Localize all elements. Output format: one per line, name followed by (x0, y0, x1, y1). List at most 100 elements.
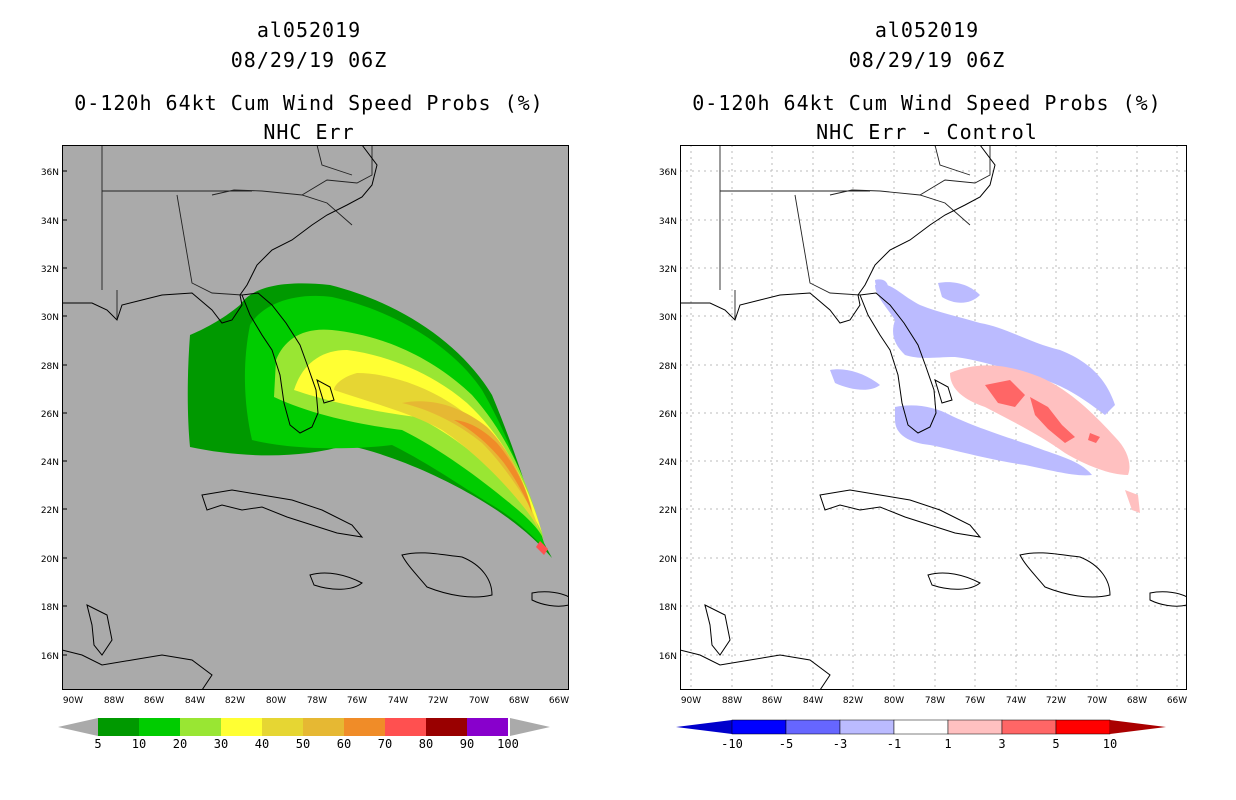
datetime: 08/29/19 06Z (848, 48, 1006, 72)
lat-label: 34N (659, 217, 677, 227)
state-borders (719, 145, 991, 320)
lat-axis: 36N 34N 32N 30N 28N 26N 24N 22N 20N 18N … (41, 168, 59, 662)
colorbar-labels: -10 -5 -3 -1 1 3 5 10 (676, 737, 1176, 751)
colorbar-swatch (385, 718, 426, 736)
colorbar-label: 5 (94, 737, 102, 751)
colorbar-label: 5 (1052, 737, 1060, 751)
lat-label: 30N (659, 313, 677, 323)
colorbar-label: 10 (1102, 737, 1118, 751)
colorbar-labels: 5 10 20 30 40 50 60 70 80 90 100 (58, 737, 558, 751)
colorbar-label: 100 (497, 737, 519, 751)
lon-label: 90W (681, 696, 701, 706)
lat-label: 26N (41, 410, 59, 420)
map-frame (680, 145, 1187, 690)
coastlines (62, 145, 569, 690)
lon-label: 90W (63, 696, 83, 706)
colorbar-label: 50 (295, 737, 311, 751)
lon-label: 68W (1127, 696, 1147, 706)
lon-label: 70W (469, 696, 489, 706)
colorbar-under-arrow (58, 718, 98, 736)
grid-lines (680, 145, 1187, 690)
right-panel: al052019 08/29/19 06Z 0-120h 64kt Cum Wi… (618, 0, 1236, 800)
lon-axis: 90W 88W 86W 84W 82W 80W 78W 76W 74W 72W … (681, 696, 1187, 706)
lat-label: 20N (659, 555, 677, 565)
lat-label: 28N (41, 362, 59, 372)
colorbar-swatch (1055, 719, 1111, 735)
colorbar-over-arrow (1110, 720, 1166, 734)
lon-label: 72W (1046, 696, 1066, 706)
subtitle: NHC Err - Control (816, 120, 1038, 144)
colorbar-label: 10 (131, 737, 147, 751)
colorbar-label: 20 (172, 737, 188, 751)
lon-label: 88W (104, 696, 124, 706)
map-frame (62, 145, 569, 690)
lat-label: 18N (659, 603, 677, 613)
colorbar-label: 70 (377, 737, 393, 751)
colorbar-swatch (98, 718, 139, 736)
lon-label: 66W (1167, 696, 1187, 706)
lon-label: 78W (307, 696, 327, 706)
colorbar-label: 40 (254, 737, 270, 751)
lat-label: 28N (659, 362, 677, 372)
colorbar-label: 30 (213, 737, 229, 751)
lon-label: 86W (762, 696, 782, 706)
lon-label: 82W (843, 696, 863, 706)
lon-label: 86W (144, 696, 164, 706)
lon-label: 66W (549, 696, 569, 706)
lat-label: 24N (41, 458, 59, 468)
colorbar (676, 719, 1166, 735)
product-title: 0-120h 64kt Cum Wind Speed Probs (%) (74, 91, 544, 115)
prob-band-70 (536, 541, 548, 555)
lat-label: 36N (41, 168, 59, 178)
subtitle: NHC Err (263, 120, 355, 144)
negative-difference-regions (830, 279, 1115, 476)
lon-label: 80W (266, 696, 286, 706)
lon-label: 84W (185, 696, 205, 706)
datetime: 08/29/19 06Z (230, 48, 388, 72)
lon-label: 68W (509, 696, 529, 706)
colorbar-swatch (426, 718, 467, 736)
positive-difference-regions (950, 365, 1140, 513)
lon-label: 74W (1006, 696, 1026, 706)
lat-label: 20N (41, 555, 59, 565)
colorbar-label: -5 (778, 737, 794, 751)
colorbar-label: -10 (721, 737, 743, 751)
lon-label: 80W (884, 696, 904, 706)
lon-label: 82W (225, 696, 245, 706)
colorbar-swatch (262, 718, 303, 736)
lon-label: 72W (428, 696, 448, 706)
colorbar-swatch (893, 719, 949, 735)
colorbar-swatch (839, 719, 895, 735)
state-borders (101, 145, 373, 320)
lat-label: 34N (41, 217, 59, 227)
colorbar-label: 60 (336, 737, 352, 751)
product-title: 0-120h 64kt Cum Wind Speed Probs (%) (692, 91, 1162, 115)
lon-label: 76W (347, 696, 367, 706)
colorbar-label: 1 (944, 737, 952, 751)
lon-axis: 90W 88W 86W 84W 82W 80W 78W 76W 74W 72W … (63, 696, 569, 706)
lon-label: 70W (1087, 696, 1107, 706)
colorbar-swatch (467, 718, 508, 736)
left-panel: al052019 08/29/19 06Z 0-120h 64kt Cum Wi… (41, 18, 569, 751)
lat-label: 30N (41, 313, 59, 323)
colorbar-swatch (785, 719, 841, 735)
colorbar-over-arrow (510, 718, 550, 736)
colorbar-swatch (139, 718, 180, 736)
coastlines (680, 145, 1187, 690)
colorbar-swatch (221, 718, 262, 736)
colorbar-swatch (731, 719, 787, 735)
difference-map (680, 145, 1187, 690)
lat-axis: 36N 34N 32N 30N 28N 26N 24N 22N 20N 18N … (659, 168, 677, 662)
lat-label: 32N (41, 265, 59, 275)
storm-id: al052019 (874, 18, 980, 42)
colorbar-swatch (947, 719, 1003, 735)
colorbar-swatch (344, 718, 385, 736)
colorbar-label: 3 (998, 737, 1006, 751)
colorbar-swatch (303, 718, 344, 736)
lat-label: 26N (659, 410, 677, 420)
lat-label: 16N (659, 652, 677, 662)
storm-id: al052019 (256, 18, 362, 42)
colorbar-label: 80 (418, 737, 434, 751)
colorbar-label: 90 (459, 737, 475, 751)
lon-label: 76W (965, 696, 985, 706)
